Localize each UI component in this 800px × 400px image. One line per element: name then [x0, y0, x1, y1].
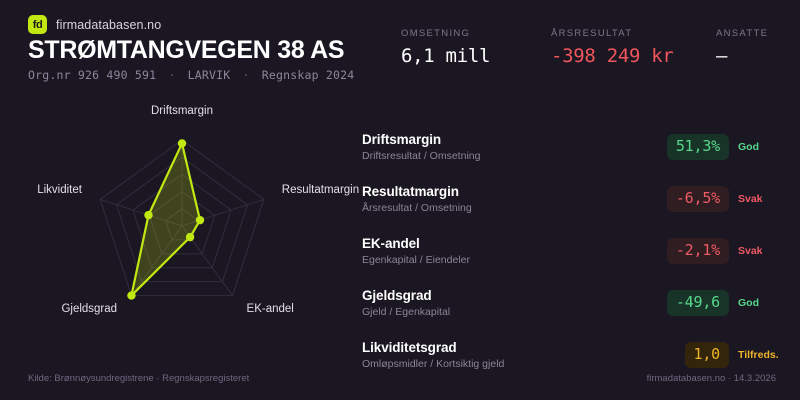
axis-label-ek-andel: EK-andel	[246, 302, 294, 315]
radar-data-points	[127, 139, 205, 300]
metric-name: Gjeldsgrad	[362, 287, 432, 303]
metric-value-badge: 51,3%	[666, 134, 729, 160]
radar-data-point[interactable]	[195, 215, 205, 225]
radar-grid-ring	[132, 173, 232, 269]
radar-axis-spoke	[181, 198, 264, 227]
metric-row-resultatmargin[interactable]: Resultatmargin Årsresultat / Omsetning -…	[362, 178, 787, 220]
kpi-arsresultat: ÅRSRESULTAT -398 249 kr	[551, 28, 716, 67]
axis-label-gjeldsgrad: Gjeldsgrad	[61, 302, 118, 315]
kpi-arsresultat-label: ÅRSRESULTAT	[551, 28, 633, 39]
status-badge: God	[738, 297, 759, 309]
footer: Kilde: Brønnøysundregistrene · Regnskaps…	[0, 364, 800, 400]
axis-label-driftsmargin: Driftsmargin	[151, 105, 213, 117]
kpi-ansatte-value: –	[716, 45, 728, 67]
metric-value-badge: -6,5%	[666, 186, 729, 212]
metric-row-ek-andel[interactable]: EK-andel Egenkapital / Eiendeler -2,1% S…	[362, 230, 787, 272]
radar-series-area	[130, 142, 202, 297]
radar-data-point[interactable]	[144, 210, 153, 220]
metric-right: -2,1% Svak	[653, 238, 787, 264]
metric-right: -6,5% Svak	[653, 186, 787, 212]
kpi-omsetning: OMSETNING 6,1 mill	[401, 28, 551, 67]
radar-chart: Driftsmargin Resultatmargin EK-andel Gje…	[0, 88, 359, 350]
org-number: Org.nr 926 490 591	[28, 68, 157, 82]
metric-formula: Årsresultat / Omsetning	[362, 201, 472, 214]
radar-grid-ring	[99, 139, 265, 297]
metric-formula: Egenkapital / Eiendeler	[362, 253, 470, 266]
metric-row-likviditetsgrad[interactable]: Likviditetsgrad Omløpsmidler / Kortsikti…	[362, 334, 787, 376]
header: fd firmadatabasen.no STRØMTANGVEGEN 38 A…	[0, 0, 800, 88]
metric-value-badge: 1,0	[684, 342, 729, 368]
kpi-arsresultat-value: -398 249 kr	[551, 45, 674, 67]
radar-spokes	[100, 140, 264, 296]
meta-separator-2: ·	[242, 68, 250, 82]
metric-row-driftsmargin[interactable]: Driftsmargin Driftsresultat / Omsetning …	[362, 126, 787, 168]
metric-right: 1,0 Tilfreds.	[653, 342, 787, 368]
brand-name: firmadatabasen.no	[56, 17, 162, 32]
radar-data-point[interactable]	[177, 139, 187, 148]
radar-axis-spoke	[131, 225, 183, 296]
status-badge: God	[738, 141, 759, 153]
footer-attribution: firmadatabasen.no · 14.3.2026	[646, 373, 776, 384]
radar-grid-ring	[148, 190, 216, 255]
metric-name: EK-andel	[362, 235, 420, 251]
axis-label-resultatmargin: Resultatmargin	[281, 184, 360, 197]
radar-chart-svg	[99, 139, 265, 300]
radar-data-point[interactable]	[185, 232, 195, 242]
company-city: LARVIK	[187, 68, 231, 82]
metric-value-badge: -49,6	[666, 290, 729, 316]
metric-text: EK-andel Egenkapital / Eiendeler	[362, 235, 653, 268]
header-kpi-group: OMSETNING 6,1 mill ÅRSRESULTAT -398 249 …	[401, 28, 776, 67]
meta-separator-1: ·	[168, 68, 176, 82]
status-badge: Svak	[738, 193, 763, 205]
metric-text: Resultatmargin Årsresultat / Omsetning	[362, 183, 653, 216]
footer-source: Kilde: Brønnøysundregistrene · Regnskaps…	[28, 373, 250, 384]
radar-axis-spoke	[100, 198, 183, 227]
kpi-omsetning-label: OMSETNING	[401, 28, 471, 39]
metric-name: Likviditetsgrad	[362, 339, 457, 355]
fiscal-year: Regnskap 2024	[261, 68, 355, 82]
metric-text: Gjeldsgrad Gjeld / Egenkapital	[362, 287, 653, 320]
radar-data-point[interactable]	[127, 291, 136, 300]
radar-grid-ring	[165, 208, 199, 241]
metric-name: Resultatmargin	[362, 183, 459, 199]
metric-row-gjeldsgrad[interactable]: Gjeldsgrad Gjeld / Egenkapital -49,6 God	[362, 282, 787, 324]
status-badge: Svak	[738, 245, 763, 257]
metric-text: Driftsmargin Driftsresultat / Omsetning	[362, 131, 653, 164]
page-title: STRØMTANGVEGEN 38 AS	[28, 36, 345, 64]
radar-grid-ring	[115, 156, 249, 283]
brand[interactable]: fd firmadatabasen.no	[28, 15, 161, 34]
kpi-omsetning-value: 6,1 mill	[401, 45, 491, 67]
metric-name: Driftsmargin	[362, 131, 442, 147]
metric-right: -49,6 God	[653, 290, 787, 316]
radar-grid	[99, 139, 265, 297]
status-badge: Tilfreds.	[738, 349, 779, 361]
metric-text: Likviditetsgrad Omløpsmidler / Kortsikti…	[362, 339, 653, 372]
axis-label-likviditet: Likviditet	[37, 184, 82, 197]
company-meta: Org.nr 926 490 591 · LARVIK · Regnskap 2…	[28, 68, 354, 82]
kpi-ansatte: ANSATTE –	[716, 28, 776, 67]
metric-value-badge: -2,1%	[666, 238, 729, 264]
metric-formula: Driftsresultat / Omsetning	[362, 149, 481, 162]
metrics-list: Driftsmargin Driftsresultat / Omsetning …	[362, 126, 787, 386]
firmadatabasen-logo-icon: fd	[28, 15, 47, 34]
metric-formula: Gjeld / Egenkapital	[362, 305, 451, 318]
metric-right: 51,3% God	[653, 134, 787, 160]
metric-formula: Omløpsmidler / Kortsiktig gjeld	[362, 357, 505, 370]
kpi-ansatte-label: ANSATTE	[716, 28, 769, 39]
